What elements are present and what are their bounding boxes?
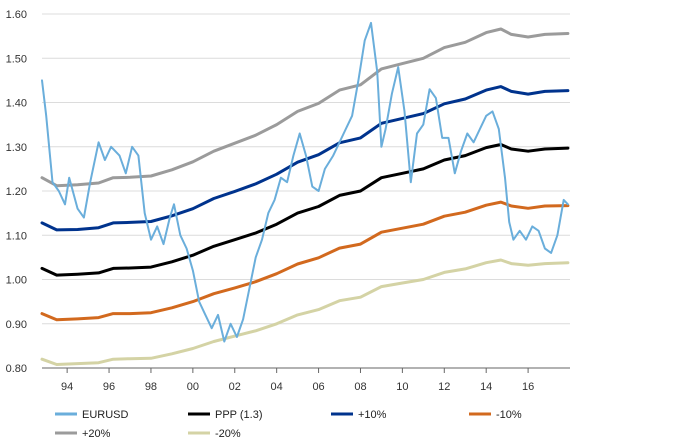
- y-tick-label: 0.90: [6, 319, 27, 331]
- x-tick-label: 96: [103, 381, 115, 393]
- legend: EURUSD PPP (1.3) +10% -10% +20% -20%: [55, 409, 522, 440]
- x-tick-label: 10: [396, 381, 408, 393]
- x-tick-label: 14: [480, 381, 492, 393]
- series-line-ppp-1-3: [40, 143, 570, 277]
- legend-label: EURUSD: [82, 409, 129, 421]
- x-tick-label: 02: [229, 381, 241, 393]
- y-tick-label: 1.20: [6, 186, 27, 198]
- x-tick-label: 06: [312, 381, 324, 393]
- legend-label: +20%: [82, 428, 111, 440]
- y-tick-label: 1.00: [6, 275, 27, 287]
- y-tick-label: 1.60: [6, 9, 27, 21]
- legend-item: EURUSD: [55, 409, 129, 421]
- x-tick-label: 12: [438, 381, 450, 393]
- legend-item: +10%: [331, 409, 387, 421]
- legend-item: -20%: [188, 428, 241, 440]
- series-lines: [40, 21, 570, 366]
- series-line-10: [40, 85, 570, 232]
- y-tick-label: 1.40: [6, 98, 27, 110]
- legend-label: -10%: [496, 409, 522, 421]
- legend-label: +10%: [358, 409, 387, 421]
- y-tick-label: 1.30: [6, 142, 27, 154]
- y-tick-label: 0.80: [6, 363, 27, 375]
- legend-label: -20%: [215, 428, 241, 440]
- y-tick-label: 1.50: [6, 53, 27, 65]
- x-axis: 94 96 98 00 02 04 06 08 10 12 14 16: [42, 367, 570, 393]
- series-line-10: [40, 200, 570, 322]
- series-line-20: [40, 27, 570, 188]
- x-tick-label: 16: [522, 381, 534, 393]
- y-tick-label: 1.10: [6, 230, 27, 242]
- legend-label: PPP (1.3): [215, 409, 263, 421]
- x-tick-label: 04: [271, 381, 283, 393]
- legend-item: PPP (1.3): [188, 409, 263, 421]
- legend-item: -10%: [469, 409, 522, 421]
- x-tick-label: 98: [145, 381, 157, 393]
- legend-item: +20%: [55, 428, 111, 440]
- x-tick-label: 00: [187, 381, 199, 393]
- x-tick-label: 94: [61, 381, 73, 393]
- series-line-eurusd: [41, 21, 569, 343]
- x-tick-label: 08: [354, 381, 366, 393]
- series-line-20: [40, 258, 570, 366]
- y-axis: 1.60 1.50 1.40 1.30 1.20 1.10 1.00 0.90 0.80: [6, 9, 27, 375]
